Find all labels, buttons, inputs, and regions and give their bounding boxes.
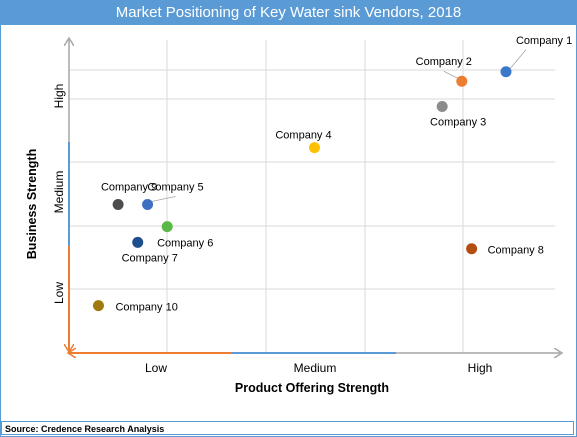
x-tick-label-low: Low [145,361,167,375]
x-tick-label-high: High [468,361,493,375]
company-5-label: Company 5 [147,181,203,193]
x-tick-label-medium: Medium [294,361,337,375]
company-10-label: Company 10 [115,302,177,314]
company-4-label: Company 4 [275,130,331,142]
company-7-marker [132,236,144,248]
company-5-leader-line [151,196,176,202]
company-2-label: Company 2 [416,56,472,68]
company-5-marker [142,198,154,210]
company-7-label: Company 7 [122,252,178,264]
company-9-label: Company 9 [101,181,157,193]
grid [69,40,555,353]
y-tick-label-medium: Medium [52,171,66,214]
data-points: Company 1 Company 2 Company 3 Company 4 Comp… [92,35,572,314]
company-1-marker [500,66,512,78]
company-2-leader-line [443,70,458,79]
company-8-marker [466,243,478,255]
company-9-marker [112,198,124,210]
company-1-label: Company 1 [516,35,572,47]
company-2-marker [456,75,468,87]
company-4-marker [309,142,320,154]
y-tick-label-low: Low [52,282,66,304]
company-8-label: Company 8 [488,245,544,257]
company-6-label: Company 6 [157,238,213,250]
y-tick-label-high: High [52,84,66,109]
company-3-label: Company 3 [430,117,486,129]
axes [69,40,560,353]
company-3-marker [436,101,448,113]
x-axis-label: Product Offering Strength [235,381,389,395]
source-note: Source: Credence Research Analysis [1,421,574,435]
company-1-leader-line [509,49,527,70]
chart-title: Market Positioning of Key Water sink Ven… [1,1,576,25]
tick-labels: Low Medium High Low Medium High [52,84,492,375]
company-10-marker [92,300,104,312]
y-axis-label: Business Strength [25,149,39,259]
company-6-marker [161,221,173,233]
